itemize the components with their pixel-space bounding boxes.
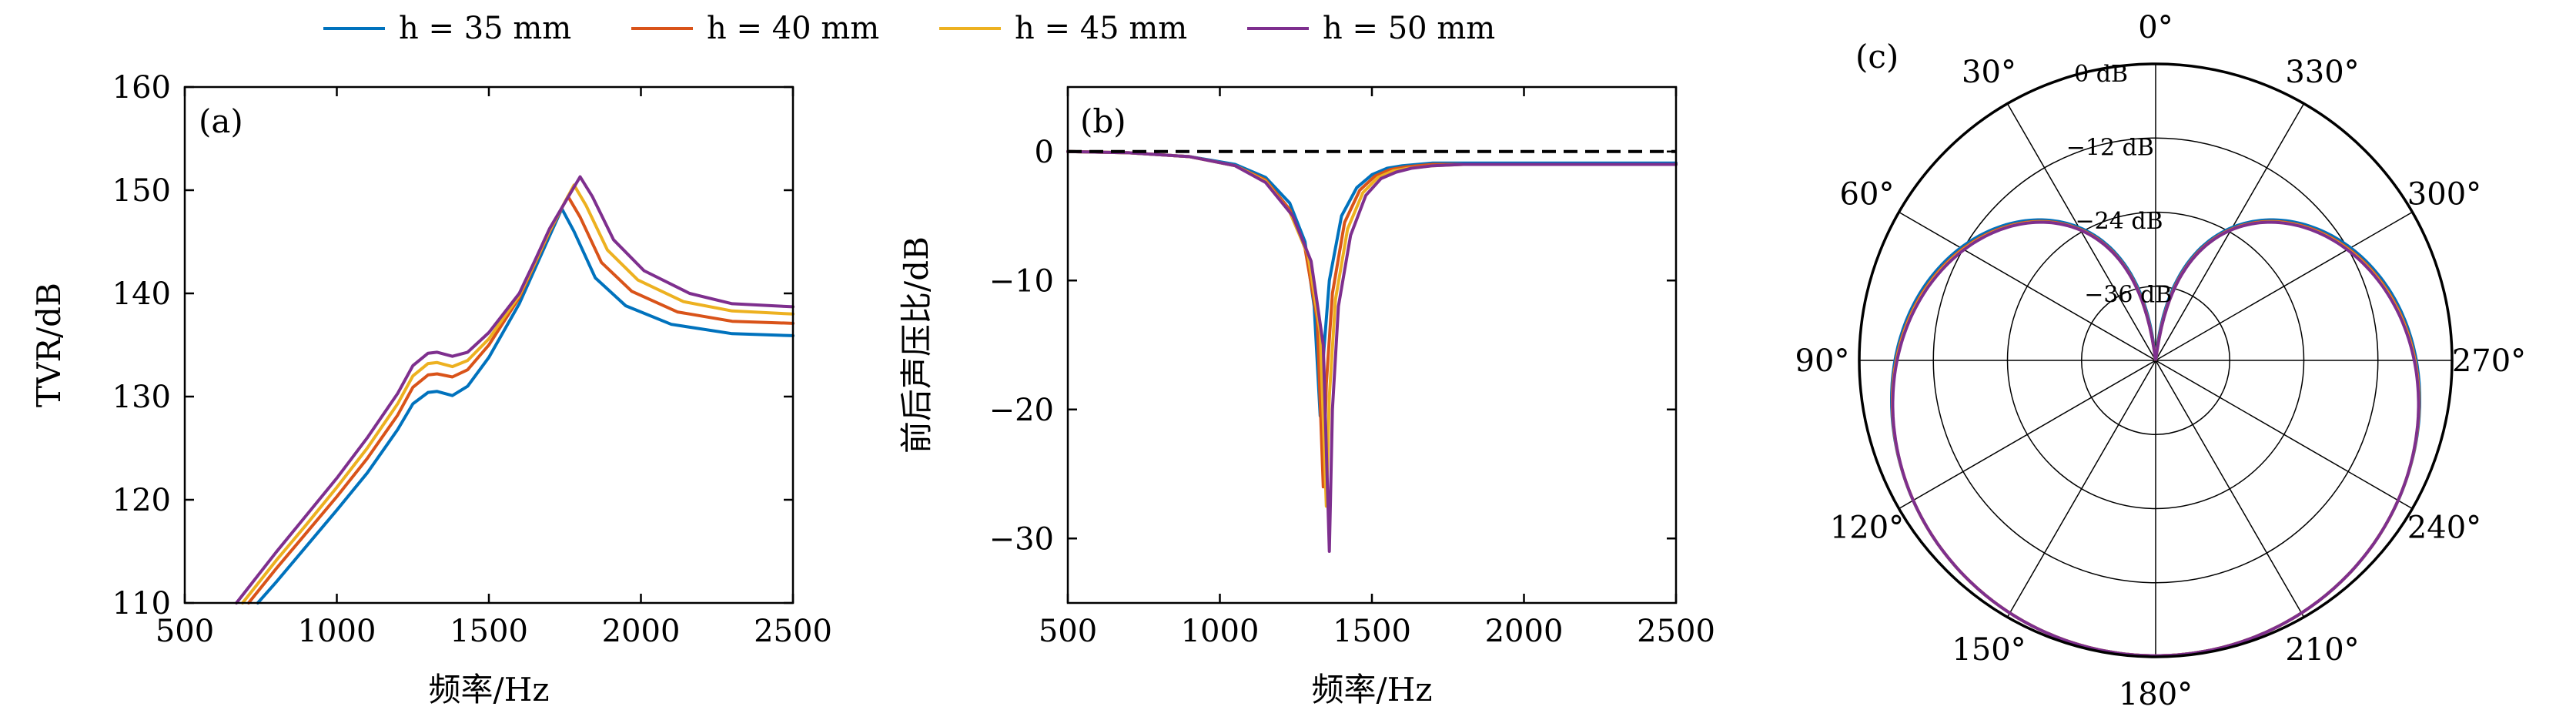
panel-a-series-line-h50 (235, 175, 795, 604)
panel-b-label: (b) (1080, 102, 1126, 140)
panel-a-x-tick-label: 1000 (298, 614, 376, 649)
polar-angle-label: 150° (1952, 632, 2026, 668)
panel-b-y-tick-label: −10 (989, 263, 1054, 299)
polar-angle-label: 330° (2285, 55, 2359, 90)
polar-spoke (1899, 211, 2156, 361)
polar-spoke (1899, 360, 2156, 510)
legend-label-h50: h = 50 mm (1323, 11, 1495, 46)
panel-b-y-tick-label: 0 (1035, 135, 1054, 170)
panel-b-x-tick-label: 500 (1039, 614, 1097, 649)
polar-labels: 0° 30° 60° 90° 120° 150° 180° 210° 240° 270° 300° 3… (1795, 10, 2527, 712)
panel-a-x-tick-label: 500 (156, 614, 214, 649)
legend-label-h35: h = 35 mm (399, 11, 571, 46)
panel-a-xlabel: 频率/Hz (429, 671, 550, 708)
legend-item-h45: h = 45 mm (939, 11, 1187, 46)
panel-a-ticks: 500 1000 1500 2000 2500 110 120 130 140 150 160 (112, 70, 832, 649)
polar-angle-label: 270° (2452, 343, 2526, 379)
polar-spoke (2155, 360, 2413, 510)
panel-b-y-tick-label: −30 (989, 521, 1054, 557)
polar-angle-label: 300° (2407, 177, 2481, 213)
panel-a-x-tick-label: 2000 (602, 614, 681, 649)
panel-a-y-tick-label: 160 (112, 70, 171, 105)
panel-b-x-tick-label: 2500 (1637, 614, 1715, 649)
panel-b-x-tick-label: 1000 (1181, 614, 1260, 649)
polar-ring-label: −12 dB (2066, 134, 2154, 161)
polar-angle-label: 30° (1962, 55, 2016, 90)
polar-ring-label: −24 dB (2075, 208, 2163, 235)
polar-spoke (2006, 360, 2156, 618)
polar-ring-label: 0 dB (2074, 61, 2128, 88)
panel-a-series-line-h45 (241, 183, 795, 604)
polar-angle-label: 0° (2138, 10, 2173, 45)
panel-b-y-tick-label: −20 (989, 393, 1054, 428)
panel-a-y-tick-label: 150 (112, 173, 171, 209)
panel-a-y-tick-label: 120 (112, 483, 171, 518)
panel-a-series-line-h40 (246, 195, 795, 604)
panel-b-x-tick-label: 2000 (1485, 614, 1564, 649)
legend-label-h45: h = 45 mm (1015, 11, 1187, 46)
polar-spoke (2155, 211, 2413, 361)
panel-a-label: (a) (199, 102, 243, 140)
panel-a-x-tick-label: 2500 (754, 614, 832, 649)
panel-a-y-tick-label: 130 (112, 380, 171, 415)
panel-b-ylabel: 前后声压比/dB (898, 236, 935, 454)
panel-b-series-line-h40 (1066, 149, 1678, 489)
panel-a-x-tick-label: 1500 (450, 614, 528, 649)
panel-a-ylabel: TVR/dB (30, 283, 68, 407)
legend-item-h35: h = 35 mm (323, 11, 571, 46)
panel-b-series (1066, 149, 1678, 553)
polar-angle-label: 120° (1830, 511, 1904, 546)
legend-item-h50: h = 50 mm (1247, 11, 1495, 46)
polar-grid (1859, 64, 2452, 657)
polar-angle-label: 240° (2407, 511, 2481, 546)
polar-ring-label: −36 dB (2084, 281, 2172, 308)
legend: h = 35 mm h = 40 mm h = 45 mm h = 50 mm (323, 11, 1495, 46)
panel-b-series-line-h45 (1066, 149, 1678, 508)
polar-angle-label: 180° (2119, 677, 2193, 712)
polar-angle-label: 60° (1840, 177, 1895, 213)
panel-b-series-line-h50 (1066, 149, 1678, 553)
legend-label-h40: h = 40 mm (707, 11, 879, 46)
panel-a-y-tick-label: 110 (112, 586, 171, 621)
panel-c-label: (c) (1855, 38, 1899, 75)
panel-a-series-line-h35 (256, 207, 795, 604)
panel-c-directivity-polar: 0° 30° 60° 90° 120° 150° 180° 210° 240° 270° 300° 3… (1795, 10, 2527, 712)
polar-angle-label: 210° (2285, 632, 2359, 668)
panel-b-ticks: 500 1000 1500 2000 2500 0 −10 −20 −30 (989, 87, 1715, 649)
panel-b-xlabel: 频率/Hz (1312, 671, 1433, 708)
polar-outer-frame (1858, 62, 2454, 658)
panel-b-x-tick-label: 1500 (1333, 614, 1411, 649)
polar-spoke (2155, 360, 2305, 618)
polar-angle-label: 90° (1795, 343, 1850, 379)
panel-a-series (235, 175, 795, 604)
panel-a-y-tick-label: 140 (112, 276, 171, 312)
legend-item-h40: h = 40 mm (631, 11, 879, 46)
panel-a-tvr-chart: 500 1000 1500 2000 2500 110 120 130 140 150 160 (a… (30, 70, 832, 708)
panel-b-series-line-h35 (1066, 149, 1678, 418)
